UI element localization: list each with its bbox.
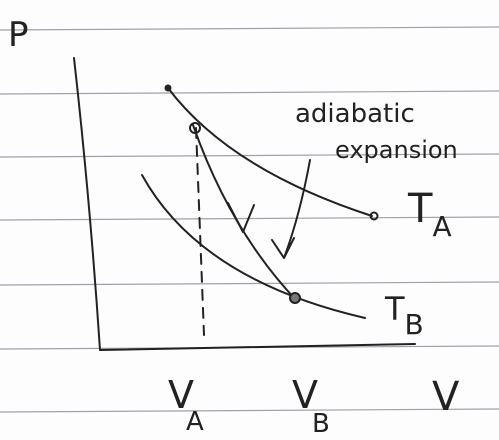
annotation: expansion <box>335 136 458 164</box>
diagram: P V adiabatic expansion TA TB VA VB <box>0 0 499 440</box>
point <box>290 293 300 303</box>
axis-label: V <box>432 374 460 420</box>
label-part: T <box>407 186 433 232</box>
label-part: B <box>312 409 330 439</box>
label-part: A <box>432 210 451 243</box>
label-part: T <box>384 290 405 328</box>
annotation: adiabatic <box>295 99 415 129</box>
label-part: B <box>405 308 424 341</box>
label-part: A <box>186 407 204 437</box>
axis-label: P <box>8 15 29 55</box>
point <box>165 85 172 92</box>
